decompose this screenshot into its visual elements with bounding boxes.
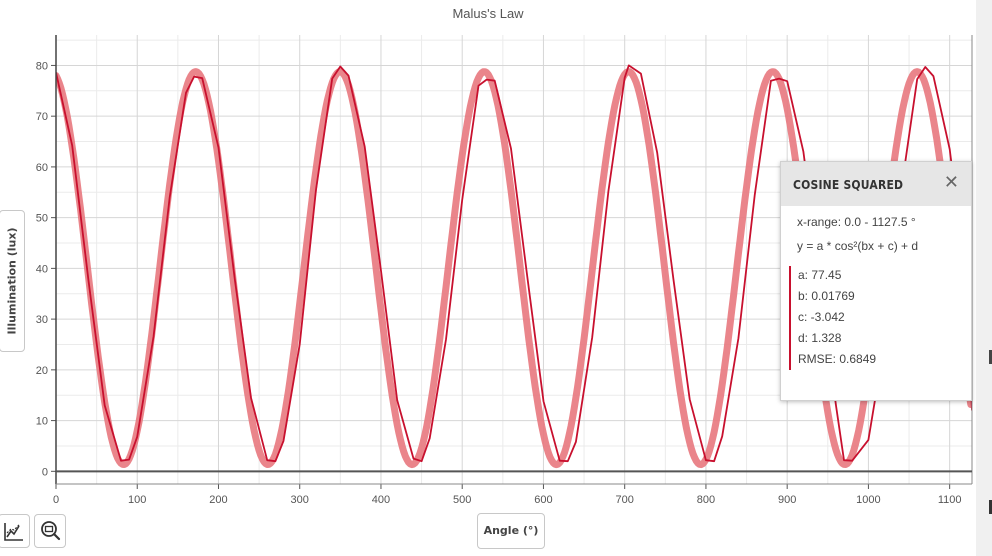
x-tick-label: 100 — [128, 494, 146, 506]
curve-fit-panel: COSINE SQUARED ✕ x-range: 0.0 - 1127.5 °… — [780, 161, 972, 401]
param-b: b: 0.01769 — [798, 289, 855, 303]
line-chart-icon — [4, 523, 23, 541]
x-tick-label: 500 — [453, 494, 471, 506]
y-tick-label: 20 — [36, 365, 48, 377]
y-tick-label: 10 — [36, 416, 48, 428]
x-tick-label: 400 — [372, 494, 390, 506]
x-tick-label: 900 — [778, 494, 796, 506]
param-a: a: 77.45 — [798, 268, 842, 282]
y-tick-label: 50 — [36, 213, 48, 225]
zoom-button[interactable] — [34, 514, 66, 548]
zoom-icon — [41, 521, 61, 541]
close-icon[interactable]: ✕ — [943, 172, 959, 192]
y-tick-label: 60 — [36, 162, 48, 174]
equation-text: y = a * cos²(bx + c) + d — [797, 239, 919, 253]
x-tick-labels: 0 100 200 300 400 500 600 700 800 900 1000 1100 — [53, 494, 962, 506]
y-axis-label: Illumination (lux) — [5, 227, 19, 335]
x-tick-label: 200 — [209, 494, 227, 506]
y-axis-label-button[interactable]: Illumination (lux) — [0, 210, 25, 352]
y-tick-label: 0 — [42, 466, 48, 478]
rmse-text: RMSE: 0.6849 — [798, 352, 877, 366]
y-tick-label: 40 — [36, 263, 48, 275]
x-tick-label: 800 — [697, 494, 715, 506]
axes — [51, 35, 973, 489]
graph-tools-button[interactable] — [0, 514, 30, 548]
params-accent-bar — [789, 266, 791, 370]
param-c: c: -3.042 — [798, 310, 845, 324]
panel-header: COSINE SQUARED ✕ — [781, 162, 971, 206]
y-tick-labels: 0 10 20 30 40 50 60 70 80 — [36, 60, 48, 478]
x-tick-label: 600 — [534, 494, 552, 506]
y-tick-label: 30 — [36, 314, 48, 326]
x-axis-label-button[interactable]: Angle (°) — [477, 513, 545, 549]
x-range-text: x-range: 0.0 - 1127.5 ° — [797, 215, 916, 229]
x-axis-label: Angle (°) — [483, 524, 539, 537]
x-tick-label: 1100 — [938, 494, 962, 506]
panel-title: COSINE SQUARED — [793, 178, 904, 192]
x-tick-label: 300 — [291, 494, 309, 506]
x-tick-label: 700 — [616, 494, 634, 506]
y-tick-label: 80 — [36, 60, 48, 72]
param-d: d: 1.328 — [798, 331, 842, 345]
edge-tab — [989, 500, 992, 514]
edge-tab — [989, 350, 992, 364]
chart-title: Malus's Law — [452, 6, 524, 21]
window-edge — [976, 0, 992, 556]
y-tick-label: 70 — [36, 111, 48, 123]
x-tick-label: 1000 — [856, 494, 880, 506]
x-tick-label: 0 — [53, 494, 59, 506]
